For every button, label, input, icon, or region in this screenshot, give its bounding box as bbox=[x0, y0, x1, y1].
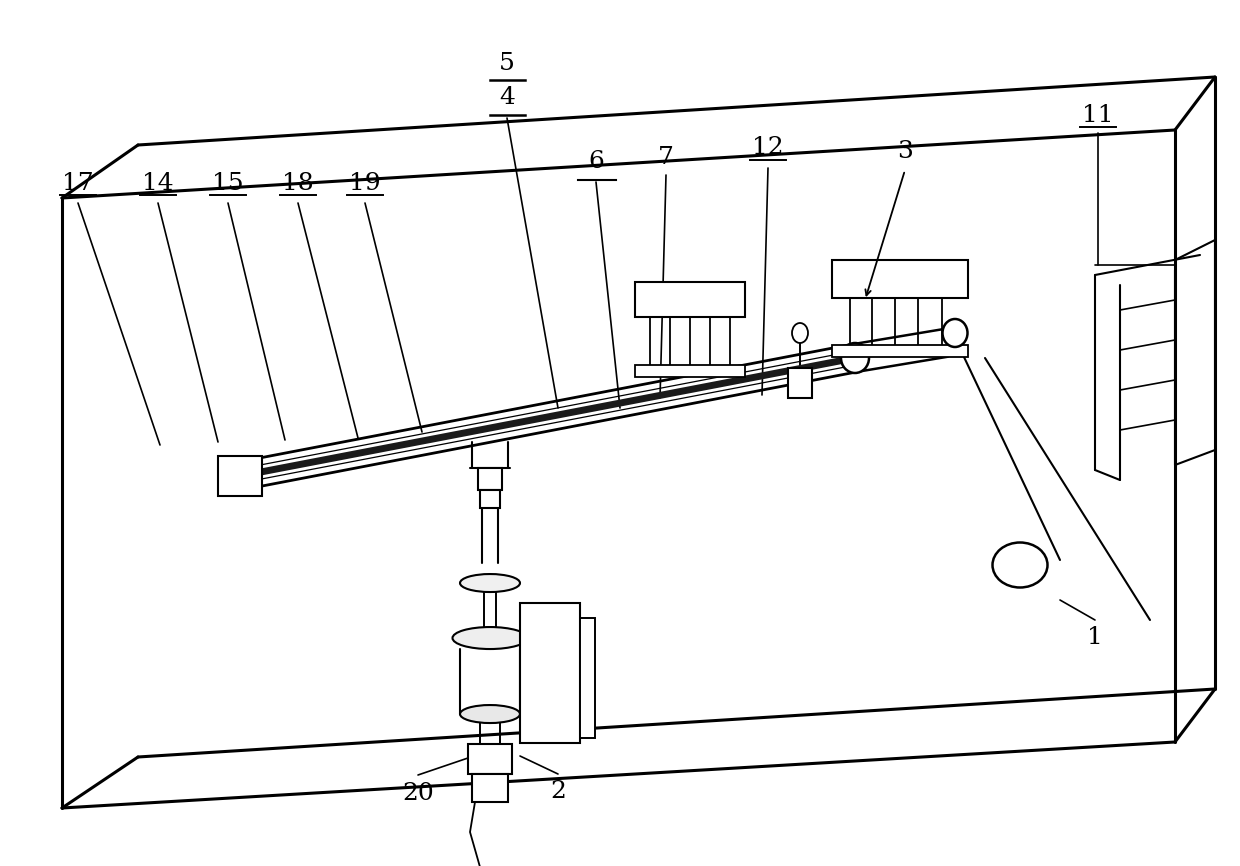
Text: 1: 1 bbox=[1087, 625, 1102, 649]
Text: 15: 15 bbox=[212, 171, 244, 195]
Text: 4: 4 bbox=[498, 87, 515, 109]
Ellipse shape bbox=[942, 319, 967, 347]
Ellipse shape bbox=[841, 343, 869, 373]
Ellipse shape bbox=[792, 323, 808, 343]
Bar bbox=[635, 365, 745, 377]
Bar bbox=[467, 744, 512, 774]
Text: 18: 18 bbox=[283, 171, 314, 195]
Bar bbox=[480, 490, 500, 508]
Text: 11: 11 bbox=[1083, 104, 1114, 126]
Text: 3: 3 bbox=[897, 140, 913, 164]
Text: 20: 20 bbox=[402, 781, 434, 805]
Bar bbox=[218, 456, 262, 496]
Ellipse shape bbox=[453, 627, 527, 649]
Ellipse shape bbox=[460, 574, 520, 592]
Bar bbox=[787, 368, 812, 398]
Bar bbox=[477, 468, 502, 490]
Bar bbox=[472, 774, 508, 802]
Text: 6: 6 bbox=[588, 151, 604, 173]
Ellipse shape bbox=[460, 705, 520, 723]
Text: 14: 14 bbox=[143, 171, 174, 195]
Text: 7: 7 bbox=[658, 146, 673, 170]
Bar bbox=[832, 345, 968, 357]
Text: 5: 5 bbox=[498, 53, 515, 75]
Bar bbox=[832, 260, 968, 298]
Bar bbox=[580, 618, 595, 738]
Bar bbox=[635, 282, 745, 317]
Text: 17: 17 bbox=[62, 171, 94, 195]
Text: 2: 2 bbox=[551, 780, 565, 804]
Ellipse shape bbox=[992, 542, 1048, 587]
Text: 12: 12 bbox=[753, 137, 784, 159]
Bar bbox=[520, 603, 580, 743]
Text: 19: 19 bbox=[350, 171, 381, 195]
Ellipse shape bbox=[226, 461, 254, 491]
